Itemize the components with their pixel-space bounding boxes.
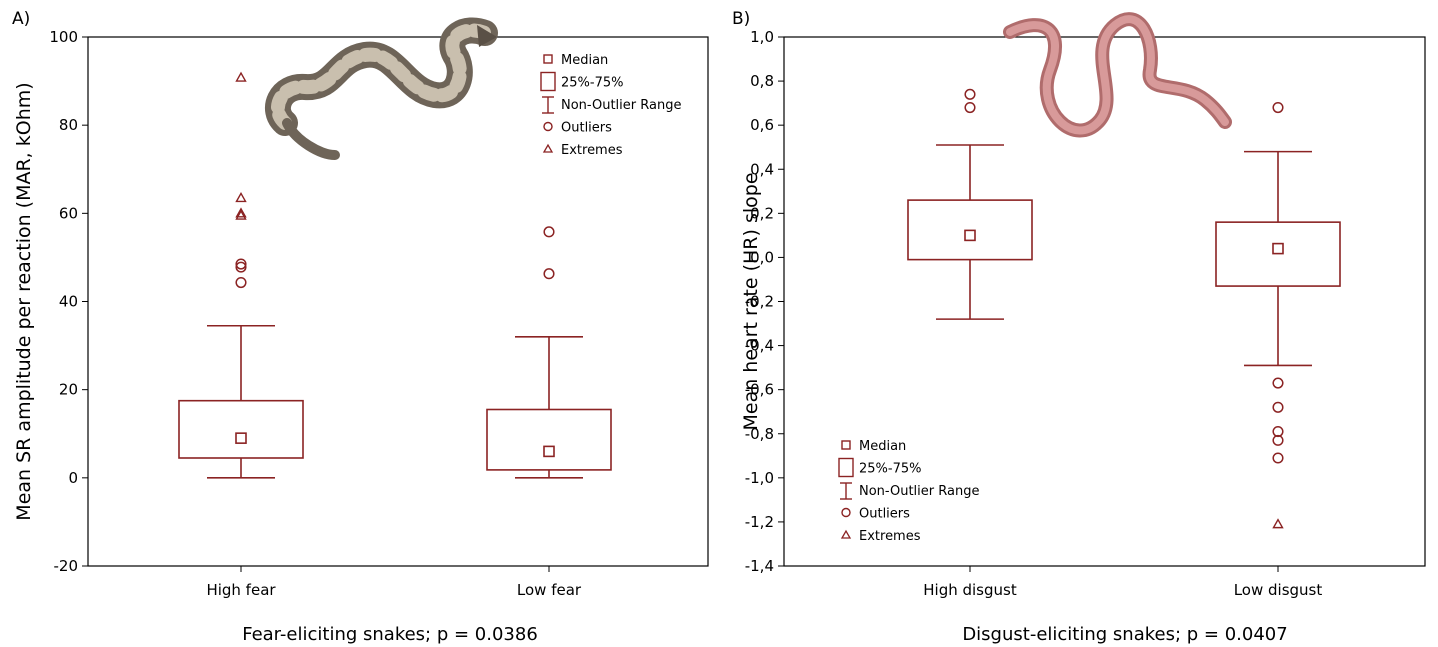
y-tick-label: -20: [54, 557, 79, 575]
box-low-fear: [486, 226, 612, 479]
x-tick-label: Low fear: [517, 581, 582, 599]
legend-entry: Outliers: [859, 507, 910, 522]
legend-entry: Median: [859, 439, 906, 454]
viper-tail: [282, 118, 340, 160]
legend-entry: 25%-75%: [859, 462, 921, 477]
median-marker: [543, 445, 555, 458]
x-tick-label: Low disgust: [1234, 581, 1323, 599]
chart-caption: Disgust-eliciting snakes; p = 0.0407: [962, 624, 1287, 645]
viper-pattern: [271, 23, 492, 130]
y-tick-label: -0,2: [745, 293, 774, 311]
median-marker: [1272, 242, 1284, 255]
x-tick-label: High disgust: [923, 581, 1017, 599]
y-tick-label: 0,4: [750, 160, 774, 178]
y-tick-label: 100: [49, 28, 78, 46]
outlier-point: [543, 226, 555, 238]
y-axis-label: Mean SR amplitude per reaction (MAR, kOh…: [13, 82, 35, 520]
outlier-point: [543, 268, 555, 280]
chart-panel-b: B) -1,4 -1,2 -1,0 -0,8 -0,6 -0,4 -0,2 0,0 0,2 0,4 0…: [732, 9, 1426, 645]
panel-label: A): [12, 9, 30, 29]
y-tick-label: 0,8: [750, 72, 774, 90]
extreme-point: [235, 191, 247, 203]
legend-entry: Extremes: [561, 143, 623, 158]
y-tick-label: -1,0: [745, 469, 774, 487]
outlier-point: [1272, 434, 1284, 446]
legend-median-icon: [543, 54, 553, 64]
legend-outlier-icon: [543, 121, 553, 132]
y-tick-label: 0: [68, 469, 78, 487]
x-tick-label: High fear: [206, 581, 276, 599]
box-high-fear: [178, 71, 304, 479]
legend-entry: Extremes: [859, 529, 921, 544]
legend-entry: Median: [561, 53, 608, 68]
legend-extreme-icon: [542, 143, 554, 153]
y-tick-label: -0,6: [745, 381, 774, 399]
viper-snake-image: [265, 17, 498, 160]
box-low-disgust: [1215, 101, 1341, 529]
y-tick-label: 20: [59, 381, 78, 399]
y-tick-label: -1,2: [745, 513, 774, 531]
extreme-point: [235, 207, 247, 218]
y-tick-label: 0,2: [750, 204, 774, 222]
outlier-point: [964, 88, 976, 100]
panel-label: B): [732, 9, 750, 29]
legend: Median 25%-75% Non-Outlier Range Outliers Ex…: [838, 439, 979, 544]
viper-head: [477, 25, 497, 47]
legend-median-icon: [841, 440, 851, 450]
y-tick-label: 60: [59, 204, 78, 222]
extreme-point: [235, 71, 247, 82]
outlier-point: [235, 261, 247, 273]
y-tick-label: -0,4: [745, 337, 774, 355]
extreme-point: [235, 209, 247, 220]
chart-panel-a: A) -20 0 20 40 60 80 100 High fear Low fear Mean S…: [12, 9, 709, 645]
extreme-point: [1272, 518, 1284, 529]
legend-entry: Non-Outlier Range: [561, 98, 681, 113]
legend-box-icon: [540, 71, 556, 92]
iqr-box: [178, 399, 304, 459]
legend-outlier-icon: [841, 507, 851, 518]
outlier-point: [1272, 452, 1284, 464]
legend-entry: 25%-75%: [561, 76, 623, 91]
y-tick-label: 40: [59, 293, 78, 311]
y-tick-label: 0,6: [750, 116, 774, 134]
worm-body: [1006, 15, 1229, 135]
chart-caption: Fear-eliciting snakes; p = 0.0386: [242, 624, 538, 645]
blind-snake-image: [1003, 12, 1232, 138]
legend: Median 25%-75% Non-Outlier Range Outliers Ex…: [540, 53, 681, 158]
median-marker: [235, 432, 247, 444]
y-tick-label: 1,0: [750, 28, 774, 46]
outlier-point: [964, 101, 976, 114]
legend-extreme-icon: [840, 529, 852, 539]
y-tick-label: -1,4: [745, 557, 774, 575]
median-marker: [964, 229, 976, 242]
y-axis-label: Mean heart rate (HR) slope: [740, 172, 762, 430]
outlier-point: [1272, 377, 1284, 389]
outlier-point: [1272, 401, 1284, 413]
legend-box-icon: [838, 457, 854, 478]
iqr-box: [486, 408, 612, 471]
plot-frame: [87, 36, 709, 567]
outlier-point: [1272, 425, 1284, 438]
outlier-point: [235, 276, 247, 289]
box-high-disgust: [907, 88, 1033, 320]
y-tick-label: 80: [59, 116, 78, 134]
y-tick-label: 0,0: [750, 248, 774, 266]
outlier-point: [1272, 101, 1284, 114]
y-tick-label: -0,8: [745, 425, 774, 443]
legend-entry: Non-Outlier Range: [859, 484, 979, 499]
outlier-point: [235, 258, 247, 270]
legend-entry: Outliers: [561, 121, 612, 136]
worm-body-shadow: [1003, 12, 1232, 138]
